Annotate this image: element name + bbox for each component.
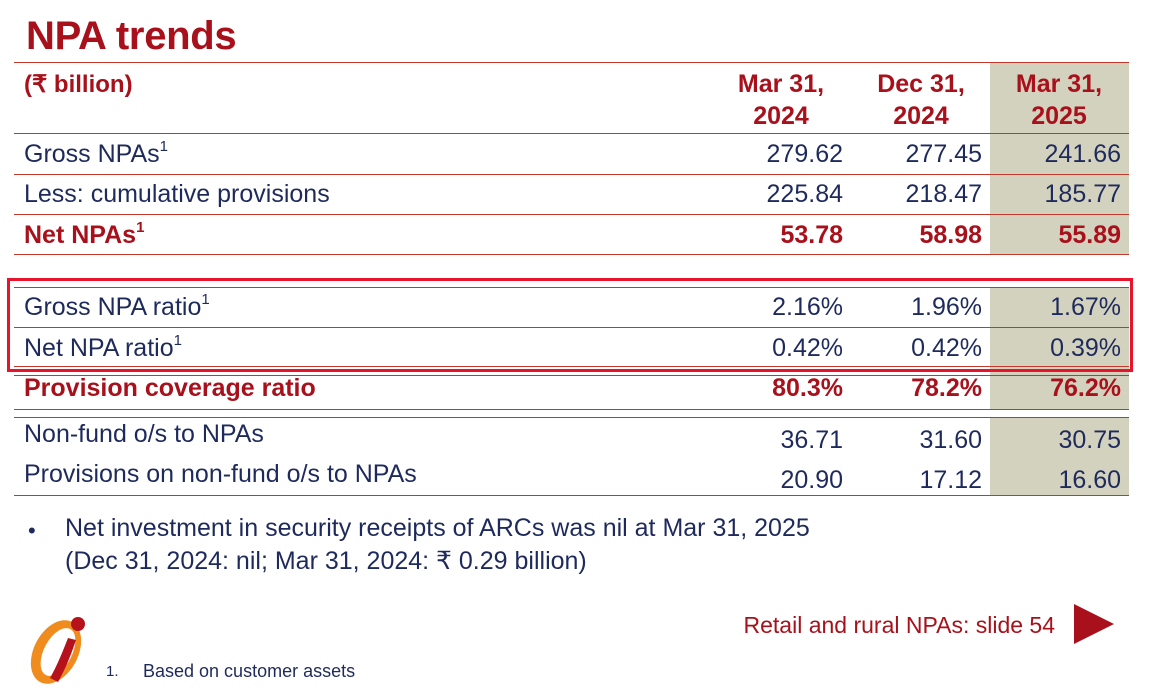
table-cell: 31.60 [919, 426, 982, 454]
table-cell: 20.90 [780, 466, 843, 494]
column-shade-block2 [990, 287, 1129, 409]
table-rule [14, 287, 1129, 288]
ratio-highlight-box [7, 278, 1133, 372]
table-rule [14, 174, 1129, 175]
footnote-marker: 1 [173, 332, 182, 349]
table-cell: 0.42% [772, 334, 843, 362]
footnote-number: 1. [106, 663, 119, 680]
row-label-gross-npa-ratio: Gross NPA ratio1 [24, 291, 210, 322]
table-cell: 30.75 [1058, 426, 1121, 454]
table-cell: 218.47 [905, 180, 982, 208]
row-label-net-npas: Net NPAs1 [24, 219, 145, 250]
table-rule [14, 366, 1129, 367]
row-label-provision-coverage-ratio: Provision coverage ratio [24, 374, 316, 402]
label-text: Net NPAs [24, 221, 137, 249]
column-header-mar-2024: Mar 31, 2024 [726, 68, 836, 132]
row-label-cumulative-provisions: Less: cumulative provisions [24, 180, 330, 208]
footnote-marker: 1 [159, 138, 169, 155]
table-cell: 53.78 [780, 221, 843, 249]
table-cell: 78.2% [911, 374, 982, 402]
row-label-non-fund-os: Non-fund o/s to NPAs [24, 420, 264, 448]
column-header-line: Mar 31, [737, 70, 825, 98]
column-header-line: Mar 31, [1015, 70, 1103, 98]
note-line-2: (Dec 31, 2024: nil; Mar 31, 2024: ₹ 0.29… [65, 547, 587, 575]
table-cell: 2.16% [772, 293, 843, 321]
table-cell: 185.77 [1044, 180, 1121, 208]
column-header-line: 2024 [753, 102, 809, 130]
table-cell: 1.67% [1050, 293, 1121, 321]
table-cell: 0.42% [911, 334, 982, 362]
bank-logo-icon [30, 617, 85, 684]
table-rule [14, 375, 1129, 376]
table-cell: 76.2% [1050, 374, 1121, 402]
column-header-dec-2024: Dec 31, 2024 [866, 68, 976, 132]
table-rule [14, 495, 1129, 496]
column-shade-block3 [990, 417, 1129, 495]
bullet-icon: • [28, 518, 36, 543]
unit-label: (₹ billion) [24, 71, 133, 98]
table-cell: 36.71 [780, 426, 843, 454]
column-header-mar-2025: Mar 31, 2025 [1004, 68, 1114, 132]
table-cell: 80.3% [772, 374, 843, 402]
table-cell: 1.96% [911, 293, 982, 321]
column-header-line: 2025 [1031, 102, 1087, 130]
column-header-line: Dec 31, [877, 70, 965, 98]
table-cell: 16.60 [1058, 466, 1121, 494]
table-rule [14, 254, 1129, 255]
table-rule [14, 214, 1129, 215]
footnote-text: Based on customer assets [143, 661, 356, 681]
label-text: Net NPA ratio [24, 334, 174, 362]
row-label-provisions-non-fund: Provisions on non-fund o/s to NPAs [24, 460, 417, 488]
table-cell: 0.39% [1050, 334, 1121, 362]
column-shade-header [990, 63, 1129, 133]
row-label-gross-npas: Gross NPAs1 [24, 138, 169, 169]
table-cell: 225.84 [766, 180, 843, 208]
retail-npa-slide-link[interactable]: Retail and rural NPAs: slide 54 [743, 612, 1056, 638]
table-cell: 17.12 [919, 466, 982, 494]
table-cell: 277.45 [905, 140, 982, 168]
table-cell: 58.98 [919, 221, 982, 249]
table-cell: 241.66 [1044, 140, 1121, 168]
column-shade-block1 [990, 134, 1129, 254]
label-text: Gross NPAs [24, 140, 160, 168]
table-cell: 279.62 [766, 140, 843, 168]
table-rule [14, 409, 1129, 410]
table-rule [14, 133, 1129, 134]
footnote-marker: 1 [136, 219, 145, 236]
footnote-marker: 1 [201, 291, 210, 308]
label-text: Gross NPA ratio [24, 293, 202, 321]
play-arrow-icon[interactable] [1074, 604, 1114, 644]
table-rule [14, 327, 1129, 328]
row-label-net-npa-ratio: Net NPA ratio1 [24, 332, 182, 363]
table-rule [14, 62, 1129, 63]
note-line-1: Net investment in security receipts of A… [65, 514, 810, 542]
column-header-line: 2024 [893, 102, 949, 130]
page-title: NPA trends [26, 14, 237, 58]
table-cell: 55.89 [1058, 221, 1121, 249]
table-rule [14, 417, 1129, 418]
